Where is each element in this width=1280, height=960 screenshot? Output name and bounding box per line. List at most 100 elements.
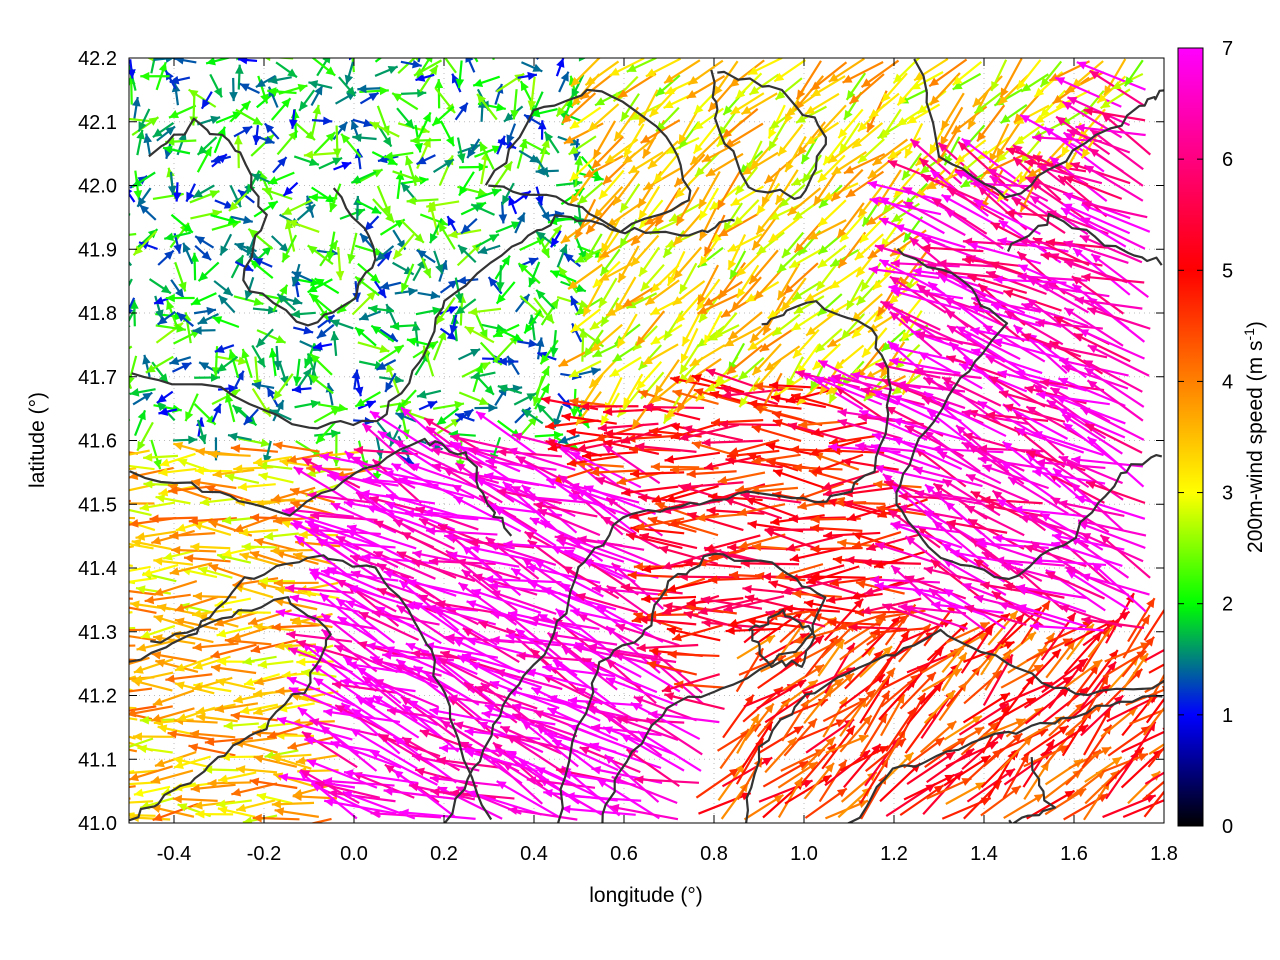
wind-arrow-head [414,233,424,243]
wind-arrow-head [248,228,259,238]
wind-arrow-shaft [869,198,942,216]
wind-arrow-shaft [567,699,643,707]
wind-arrow-head [679,432,689,442]
wind-arrow-head [204,737,215,747]
wind-arrow-head [997,152,1007,163]
wind-arrow-shaft [327,791,396,803]
wind-arrow-head [516,212,525,223]
wind-arrow-head [933,520,943,530]
wind-arrow-head [641,564,652,574]
wind-arrow-head [326,251,335,261]
wind-arrow-head [932,198,943,207]
wind-arrow-head [733,216,744,226]
wind-arrow-shaft [609,805,679,821]
wind-arrow-head [576,687,587,696]
wind-arrow-head [393,249,403,260]
wind-arrow-head [814,664,825,674]
wind-arrow-shaft [697,597,759,615]
wind-arrow-head [540,354,550,365]
wind-arrow-head [921,174,932,183]
wind-arrow-head [536,231,546,241]
wind-arrow-head [617,337,626,348]
wind-arrow-head [545,421,555,431]
wind-arrow-head [667,650,677,659]
wind-arrow-head [143,479,153,489]
wind-arrow-head [249,550,260,560]
wind-arrow-head [1040,77,1050,87]
wind-arrow-head [336,598,347,608]
wind-arrow-head [858,734,869,743]
wind-arrow-head [117,769,126,778]
wind-arrow-shaft [889,358,961,375]
wind-arrow-head [1024,544,1035,553]
wind-arrow-head [221,515,232,525]
wind-arrow-shaft [466,638,540,660]
wind-arrow-head [1032,430,1043,440]
wind-arrow-shaft [1003,404,1066,423]
wind-arrow-head [283,186,294,196]
wind-arrow-head [344,451,355,461]
wind-arrow-head [827,618,837,627]
wind-arrow-head [1065,566,1076,575]
wind-arrow-head [577,488,588,498]
wind-arrow-shaft [533,503,598,518]
wind-arrow-head [570,323,581,333]
wind-arrow-head [823,155,833,166]
wind-arrow-head [267,305,278,315]
wind-arrow-shaft [639,533,698,550]
wind-arrow-head [770,394,781,403]
wind-arrow-head [929,143,938,154]
wind-arrow-shaft [1045,571,1106,600]
wind-arrow-head [199,497,210,507]
wind-arrow-shaft [758,609,805,643]
wind-arrow-head [952,75,963,86]
wind-arrow-head [498,214,508,224]
wind-arrow-shaft [968,242,1042,265]
wind-arrow-head [1052,94,1063,104]
wind-arrow-head [874,244,885,253]
wind-arrow-head [119,461,128,470]
wind-arrow-head [567,696,578,706]
wind-arrow-shaft [801,666,856,693]
wind-arrow-head [845,725,855,736]
wind-arrow-shaft [890,289,962,311]
wind-arrow-head [910,81,921,90]
wind-arrow-head [903,201,914,210]
wind-arrow-shaft [309,817,332,823]
wind-arrow-head [189,729,200,739]
wind-arrow-head [488,277,498,287]
wind-arrow-head [650,306,661,315]
wind-arrow-head [893,437,904,446]
wind-arrow-head [351,175,362,184]
wind-arrow-head [210,373,221,382]
wind-arrow-shaft [1122,799,1164,818]
wind-arrow-shaft [475,410,537,456]
wind-arrow-head [1077,658,1088,668]
wind-arrow-head [540,383,550,394]
wind-arrow-head [168,110,179,118]
wind-arrow-head [229,92,238,102]
wind-arrow-shaft [868,267,940,280]
wind-arrow-head [731,301,741,311]
wind-arrow-head [891,288,901,297]
wind-arrow-head [808,231,819,240]
wind-arrow-head [1101,747,1112,756]
wind-arrow-head [289,487,300,496]
wind-arrow-shaft [1025,405,1085,440]
wind-arrow-head [1033,664,1044,673]
wind-arrow-head [939,403,950,412]
wind-arrow-head [881,92,891,103]
wind-arrow-head [507,447,518,456]
wind-arrow-shaft [997,371,1069,390]
wind-arrow-shaft [463,681,518,724]
wind-arrow-head [432,306,442,316]
wind-arrow-head [615,623,626,632]
wind-arrow-head [736,266,747,277]
wind-arrow-shaft [1124,721,1157,771]
wind-arrow-head [560,446,571,455]
wind-arrow-head [203,765,213,774]
wind-arrow-head [861,281,870,292]
wind-arrow-head [287,68,297,78]
wind-arrow-head [535,767,546,776]
wind-arrow-shaft [831,374,899,393]
